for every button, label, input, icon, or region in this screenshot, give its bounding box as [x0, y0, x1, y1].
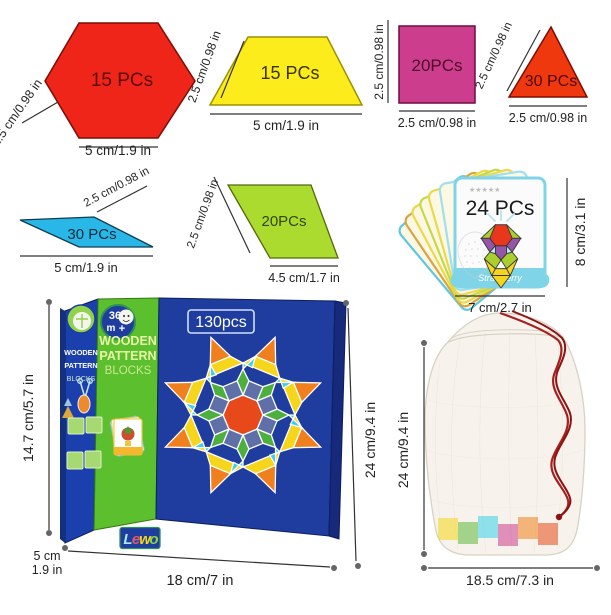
svg-text:2.5 cm/0.98 in: 2.5 cm/0.98 in: [372, 24, 386, 99]
svg-text:2.5 cm/0.98 in: 2.5 cm/0.98 in: [474, 20, 515, 91]
svg-text:1.9 in: 1.9 in: [32, 563, 63, 577]
svg-text:20PCs: 20PCs: [261, 213, 306, 230]
svg-text:30 PCs: 30 PCs: [525, 73, 577, 90]
svg-text:WOODEN: WOODEN: [64, 348, 98, 357]
svg-text:5 cm/1.9 in: 5 cm/1.9 in: [85, 143, 151, 158]
svg-text:5 cm: 5 cm: [33, 549, 60, 563]
svg-text:5 cm/1.9 in: 5 cm/1.9 in: [253, 118, 319, 133]
svg-text:8 cm/3.1 in: 8 cm/3.1 in: [572, 198, 588, 266]
svg-text:20PCs: 20PCs: [411, 56, 462, 75]
svg-text:15 PCs: 15 PCs: [260, 63, 319, 83]
svg-text:m: m: [107, 323, 116, 334]
svg-text:o: o: [149, 531, 158, 548]
svg-text:30 PCs: 30 PCs: [67, 226, 116, 243]
svg-text:2.5 cm/0.98 in: 2.5 cm/0.98 in: [398, 116, 477, 130]
svg-text:2.5 cm/0.98 in: 2.5 cm/0.98 in: [0, 76, 45, 148]
svg-text:WOODEN: WOODEN: [99, 334, 157, 348]
svg-text:PATTERN: PATTERN: [99, 349, 156, 363]
svg-text:BLOCKS: BLOCKS: [105, 365, 152, 377]
svg-text:★★★★★: ★★★★★: [469, 186, 500, 194]
svg-text:2.5 cm/0.98 in: 2.5 cm/0.98 in: [82, 165, 151, 210]
svg-text:18.5 cm/7.3 in: 18.5 cm/7.3 in: [466, 572, 554, 588]
svg-text:4.5 cm/1.7 in: 4.5 cm/1.7 in: [268, 271, 340, 285]
svg-text:PATTERN: PATTERN: [64, 361, 97, 370]
svg-text:15 PCs: 15 PCs: [91, 70, 153, 91]
svg-text:130pcs: 130pcs: [195, 314, 247, 331]
svg-text:2.5 cm/0.98 in: 2.5 cm/0.98 in: [509, 111, 588, 125]
svg-text:14.7 cm/5.7 in: 14.7 cm/5.7 in: [20, 374, 36, 462]
svg-text:5 cm/1.9 in: 5 cm/1.9 in: [54, 260, 118, 275]
svg-text:18 cm/7 in: 18 cm/7 in: [167, 573, 234, 589]
svg-text:24 cm/9.4 in: 24 cm/9.4 in: [395, 412, 411, 488]
svg-text:2.5 cm/0.98 in: 2.5 cm/0.98 in: [185, 178, 221, 250]
svg-text:24 cm/9.4 in: 24 cm/9.4 in: [362, 402, 378, 478]
